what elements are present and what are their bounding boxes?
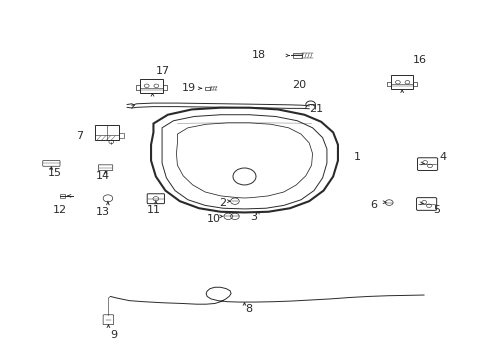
Text: 9: 9 [110,330,118,340]
Text: 11: 11 [146,205,160,215]
Text: 7: 7 [76,131,82,141]
Text: 20: 20 [292,80,306,90]
Text: 2: 2 [219,198,226,208]
Text: 15: 15 [48,168,62,178]
Text: 3: 3 [250,212,257,222]
Text: 17: 17 [156,66,170,76]
Text: 13: 13 [96,207,110,217]
Text: 4: 4 [439,152,446,162]
Text: 18: 18 [251,50,265,60]
Text: 14: 14 [96,171,110,181]
Text: 16: 16 [411,55,426,65]
Text: 5: 5 [432,205,439,215]
Text: 8: 8 [245,304,252,314]
Text: 1: 1 [353,152,360,162]
Text: 21: 21 [309,104,323,114]
Text: 19: 19 [182,83,196,93]
Text: 12: 12 [53,205,67,215]
Text: 6: 6 [369,200,377,210]
Text: 10: 10 [206,214,220,224]
